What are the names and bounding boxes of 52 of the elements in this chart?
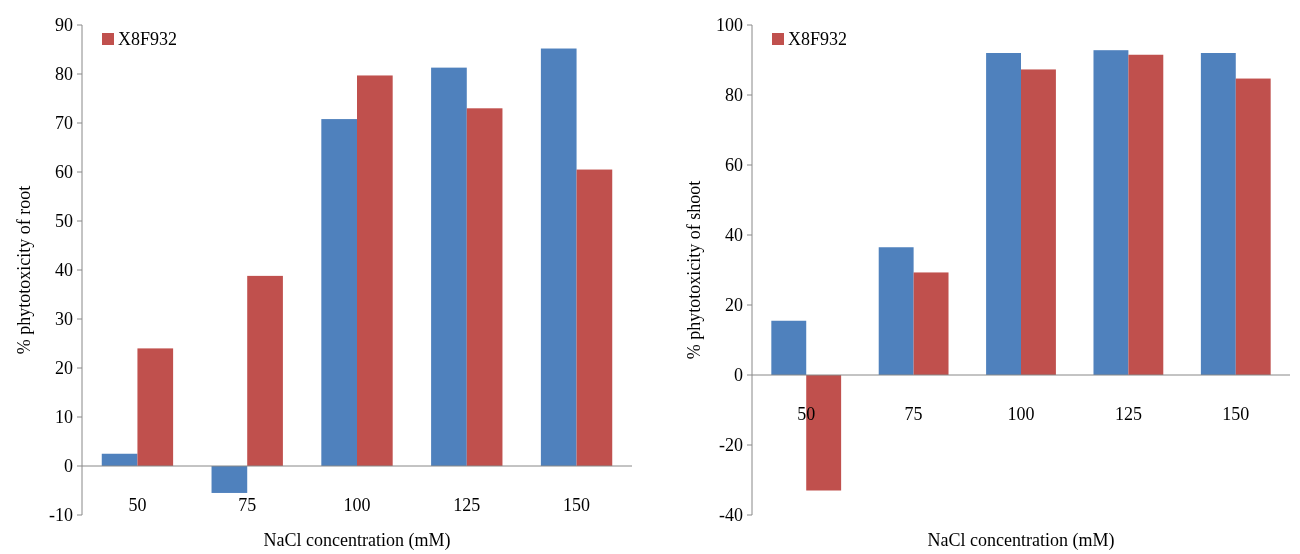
y-tick-label: 50 xyxy=(55,211,73,232)
bar xyxy=(771,320,807,375)
y-tick-label: 20 xyxy=(55,358,73,379)
x-tick-label: 100 xyxy=(1007,404,1035,424)
y-tick-label: 0 xyxy=(64,456,73,477)
bar xyxy=(137,348,174,466)
y-tick-label: 80 xyxy=(725,85,743,106)
x-axis-title: NaCl concentration (mM) xyxy=(263,530,451,551)
y-tick-label: 20 xyxy=(725,295,743,316)
bar xyxy=(1093,50,1129,375)
y-tick-label: 60 xyxy=(725,155,743,176)
bar xyxy=(986,53,1021,375)
y-tick-label: 30 xyxy=(55,309,73,330)
y-axis-title: % phytotoxicity of root xyxy=(14,185,34,355)
bar xyxy=(357,75,393,466)
bar xyxy=(878,247,914,375)
y-tick-label: 60 xyxy=(55,162,73,183)
bar xyxy=(1200,53,1236,375)
y-tick-label: -20 xyxy=(719,435,743,456)
x-tick-label: 150 xyxy=(563,495,591,515)
y-tick-label: 90 xyxy=(55,15,73,36)
legend-label: X8F932 xyxy=(118,29,178,49)
y-tick-label: -40 xyxy=(719,505,743,526)
bar xyxy=(913,272,949,375)
x-tick-label: 75 xyxy=(238,495,257,515)
bar xyxy=(466,108,503,466)
y-tick-label: 10 xyxy=(55,407,73,428)
x-tick-label: 125 xyxy=(453,495,481,515)
bar xyxy=(1021,69,1056,375)
y-axis-title: % phytotoxicity of shoot xyxy=(684,180,704,360)
y-tick-label: 70 xyxy=(55,113,73,134)
x-tick-label: 75 xyxy=(904,404,923,424)
bar xyxy=(1235,78,1271,375)
y-tick-label: 100 xyxy=(716,15,743,36)
x-axis-title: NaCl concentration (mM) xyxy=(927,530,1115,551)
x-tick-label: 50 xyxy=(128,495,147,515)
y-tick-label: 80 xyxy=(55,64,73,85)
bar xyxy=(540,48,577,466)
y-tick-label: 40 xyxy=(55,260,73,281)
bar xyxy=(247,275,283,466)
x-tick-label: 100 xyxy=(343,495,371,515)
bar xyxy=(211,466,248,493)
x-tick-label: 150 xyxy=(1222,404,1250,424)
bar xyxy=(321,119,357,466)
bar xyxy=(431,67,467,466)
y-tick-label: 0 xyxy=(734,365,743,386)
y-tick-label: 40 xyxy=(725,225,743,246)
y-tick-label: -10 xyxy=(49,505,73,526)
bar xyxy=(1128,54,1164,375)
legend-label: X8F932 xyxy=(788,29,848,49)
x-tick-label: 125 xyxy=(1114,404,1142,424)
bar xyxy=(576,169,613,466)
